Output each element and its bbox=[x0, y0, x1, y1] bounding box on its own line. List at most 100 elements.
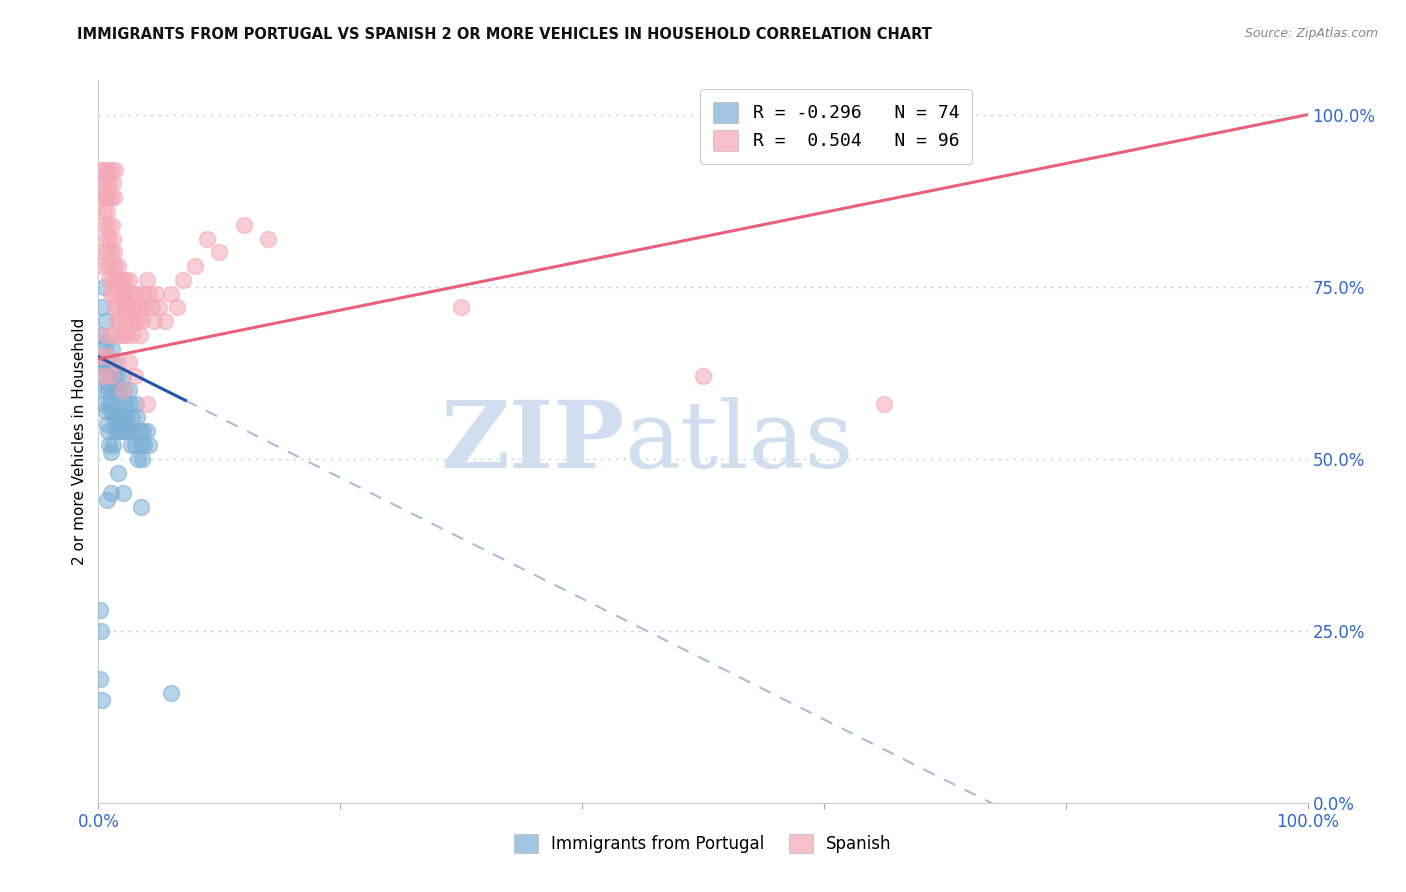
Point bbox=[96, 334, 118, 349]
Point bbox=[873, 397, 896, 411]
Point bbox=[135, 397, 157, 411]
Point bbox=[114, 397, 136, 411]
Point bbox=[100, 162, 122, 177]
Point bbox=[108, 273, 131, 287]
Point bbox=[94, 177, 117, 191]
Text: ZIP: ZIP bbox=[440, 397, 624, 486]
Point bbox=[112, 424, 135, 438]
Point bbox=[94, 314, 117, 328]
Point bbox=[105, 314, 128, 328]
Point bbox=[111, 327, 134, 342]
Text: IMMIGRANTS FROM PORTUGAL VS SPANISH 2 OR MORE VEHICLES IN HOUSEHOLD CORRELATION : IMMIGRANTS FROM PORTUGAL VS SPANISH 2 OR… bbox=[77, 27, 932, 42]
Point bbox=[128, 424, 150, 438]
Point bbox=[166, 301, 188, 315]
Point bbox=[98, 397, 121, 411]
Point bbox=[127, 451, 149, 466]
Point bbox=[115, 410, 138, 425]
Point bbox=[129, 438, 152, 452]
Point bbox=[97, 162, 120, 177]
Point bbox=[118, 397, 141, 411]
Point bbox=[103, 410, 125, 425]
Point bbox=[96, 245, 118, 260]
Point bbox=[122, 424, 145, 438]
Point bbox=[160, 686, 183, 700]
Point bbox=[118, 355, 141, 369]
Point bbox=[98, 273, 121, 287]
Point bbox=[104, 383, 127, 397]
Point bbox=[132, 286, 155, 301]
Point bbox=[110, 273, 132, 287]
Point bbox=[107, 466, 129, 480]
Point bbox=[97, 424, 120, 438]
Point bbox=[134, 301, 156, 315]
Point bbox=[129, 301, 152, 315]
Point bbox=[90, 162, 112, 177]
Point bbox=[93, 397, 115, 411]
Point bbox=[125, 397, 148, 411]
Point bbox=[115, 286, 138, 301]
Point bbox=[91, 369, 114, 384]
Point bbox=[172, 273, 194, 287]
Point bbox=[89, 672, 111, 686]
Point bbox=[105, 355, 128, 369]
Point bbox=[208, 245, 231, 260]
Point bbox=[112, 383, 135, 397]
Point bbox=[120, 286, 142, 301]
Point bbox=[132, 424, 155, 438]
Point bbox=[91, 342, 114, 356]
Point bbox=[100, 369, 122, 384]
Point bbox=[148, 301, 170, 315]
Point bbox=[184, 259, 207, 273]
Point bbox=[97, 383, 120, 397]
Point bbox=[96, 417, 118, 432]
Point bbox=[117, 424, 139, 438]
Point bbox=[103, 190, 125, 204]
Point bbox=[93, 162, 115, 177]
Point bbox=[91, 245, 114, 260]
Point bbox=[195, 231, 218, 245]
Point bbox=[91, 301, 114, 315]
Point bbox=[96, 190, 118, 204]
Point bbox=[96, 376, 118, 390]
Point bbox=[108, 410, 131, 425]
Point bbox=[96, 493, 118, 508]
Point bbox=[121, 410, 143, 425]
Point bbox=[89, 603, 111, 617]
Point bbox=[97, 218, 120, 232]
Point bbox=[450, 301, 472, 315]
Point bbox=[98, 438, 121, 452]
Point bbox=[110, 424, 132, 438]
Point bbox=[112, 301, 135, 315]
Point bbox=[91, 177, 114, 191]
Point bbox=[103, 369, 125, 384]
Point bbox=[90, 624, 112, 638]
Point bbox=[94, 362, 117, 376]
Point bbox=[97, 349, 120, 363]
Point bbox=[94, 190, 117, 204]
Point bbox=[101, 231, 124, 245]
Point bbox=[100, 369, 122, 384]
Point bbox=[91, 369, 114, 384]
Point bbox=[94, 231, 117, 245]
Point bbox=[100, 190, 122, 204]
Point bbox=[108, 286, 131, 301]
Point bbox=[160, 286, 183, 301]
Point bbox=[115, 327, 138, 342]
Point bbox=[124, 314, 146, 328]
Point bbox=[91, 190, 114, 204]
Point bbox=[100, 245, 122, 260]
Point bbox=[107, 301, 129, 315]
Point bbox=[131, 314, 153, 328]
Point bbox=[100, 342, 122, 356]
Point bbox=[100, 445, 122, 459]
Point bbox=[98, 231, 121, 245]
Point bbox=[101, 273, 124, 287]
Point bbox=[127, 410, 149, 425]
Point bbox=[108, 397, 131, 411]
Point bbox=[105, 410, 128, 425]
Point bbox=[91, 692, 114, 706]
Point bbox=[141, 301, 163, 315]
Point bbox=[256, 231, 278, 245]
Point bbox=[135, 273, 157, 287]
Point bbox=[692, 369, 714, 384]
